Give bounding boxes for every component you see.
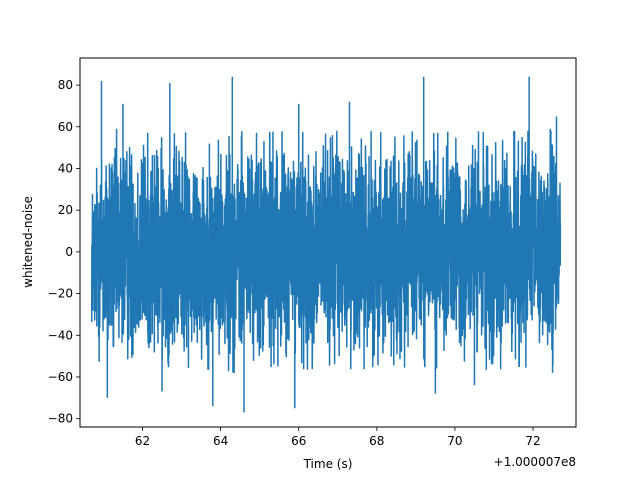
- x-tick-label: 70: [447, 434, 462, 448]
- y-tick-label: 0: [65, 245, 73, 259]
- y-tick-label: −80: [48, 412, 73, 426]
- y-tick-label: 20: [58, 203, 73, 217]
- y-axis-label: whitened-noise: [21, 196, 35, 288]
- y-tick-label: 60: [58, 120, 73, 134]
- y-tick-label: −60: [48, 370, 73, 384]
- x-tick-label: 64: [213, 434, 228, 448]
- x-axis-offset-label: +1.000007e8: [494, 455, 576, 469]
- x-axis: 62 64 66 68 70 72: [135, 427, 541, 448]
- x-tick-label: 68: [369, 434, 384, 448]
- x-tick-label: 72: [525, 434, 540, 448]
- x-tick-label: 66: [291, 434, 306, 448]
- y-tick-label: −40: [48, 328, 73, 342]
- y-tick-label: −20: [48, 287, 73, 301]
- x-tick-label: 62: [135, 434, 150, 448]
- axes-frame: [79, 57, 577, 428]
- series-line-whitened-noise: [90, 76, 562, 413]
- y-tick-label: 40: [58, 161, 73, 175]
- y-axis: −80 −60 −40 −20 0 20 40 60 80: [48, 78, 80, 426]
- plot-area-series: [90, 76, 562, 413]
- x-axis-label: Time (s): [303, 457, 353, 471]
- y-tick-label: 80: [58, 78, 73, 92]
